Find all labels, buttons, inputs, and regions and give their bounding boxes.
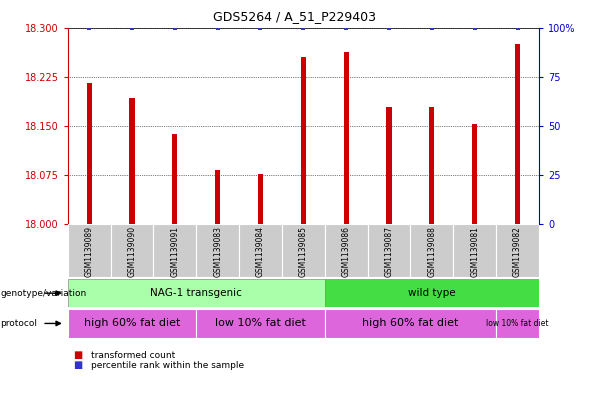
Text: low 10% fat diet: low 10% fat diet [487,319,549,328]
Point [256,24,265,31]
Point [213,24,223,31]
Text: low 10% fat diet: low 10% fat diet [215,318,306,329]
Text: high 60% fat diet: high 60% fat diet [84,318,180,329]
Bar [325,224,368,277]
Bar [130,97,134,224]
Bar [196,309,325,338]
Bar [386,107,392,224]
Bar [111,224,153,277]
Text: protocol: protocol [1,319,38,328]
Point [299,24,308,31]
Bar [153,224,196,277]
Bar [68,309,196,338]
Bar [496,309,539,338]
Text: ■: ■ [74,360,83,370]
Point [170,24,180,31]
Text: wild type: wild type [408,288,456,298]
Text: high 60% fat diet: high 60% fat diet [362,318,459,329]
Bar [368,224,411,277]
Bar [172,134,177,224]
Bar [429,107,435,224]
Bar [411,224,454,277]
Text: GSM1139081: GSM1139081 [470,226,479,277]
Text: GSM1139088: GSM1139088 [428,226,436,277]
Bar [239,224,282,277]
Text: GSM1139091: GSM1139091 [170,226,179,277]
Text: GSM1139082: GSM1139082 [513,226,522,277]
Bar [196,224,239,277]
Point [384,24,393,31]
Bar [68,279,325,307]
Text: GSM1139085: GSM1139085 [299,226,308,277]
Text: GSM1139084: GSM1139084 [256,226,265,277]
Text: GSM1139087: GSM1139087 [385,226,393,277]
Text: GSM1139086: GSM1139086 [342,226,350,277]
Point [127,24,137,31]
Text: GSM1139090: GSM1139090 [127,226,137,277]
Bar [454,224,496,277]
Bar [496,224,539,277]
Point [513,24,522,31]
Bar [87,83,92,224]
Bar [515,44,520,224]
Bar [215,170,220,224]
Point [342,24,351,31]
Text: ■: ■ [74,350,83,360]
Bar [472,125,477,224]
Point [470,24,479,31]
Bar [325,279,539,307]
Text: GSM1139083: GSM1139083 [213,226,222,277]
Point [84,24,94,31]
Bar [301,57,306,224]
Text: transformed count: transformed count [91,351,176,360]
Point [427,24,436,31]
Text: GSM1139089: GSM1139089 [85,226,94,277]
Text: genotype/variation: genotype/variation [1,289,87,298]
Text: percentile rank within the sample: percentile rank within the sample [91,361,244,369]
Bar [282,224,325,277]
Bar [258,174,263,224]
Text: NAG-1 transgenic: NAG-1 transgenic [150,288,242,298]
Bar [325,309,496,338]
Bar [343,52,349,224]
Bar [68,224,111,277]
Text: GDS5264 / A_51_P229403: GDS5264 / A_51_P229403 [213,10,376,23]
